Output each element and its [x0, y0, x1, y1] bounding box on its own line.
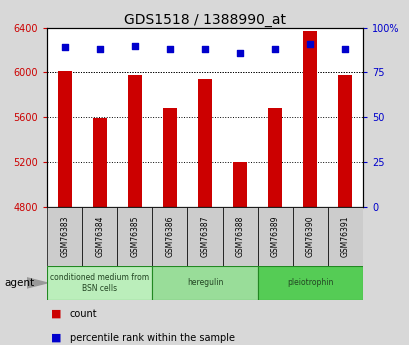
Bar [257, 266, 362, 300]
Point [236, 50, 243, 56]
Text: GSM76388: GSM76388 [235, 216, 244, 257]
Text: GSM76391: GSM76391 [340, 216, 349, 257]
Point [96, 46, 103, 52]
Bar [128, 75, 142, 207]
Text: percentile rank within the sample: percentile rank within the sample [70, 333, 234, 343]
Bar [337, 75, 351, 207]
Point [341, 46, 348, 52]
Bar [92, 118, 106, 207]
Text: ■: ■ [51, 309, 62, 319]
Text: heregulin: heregulin [187, 278, 222, 287]
Bar [303, 31, 317, 207]
Bar [162, 108, 177, 207]
Bar [82, 207, 117, 266]
Point [131, 43, 138, 48]
Text: count: count [70, 309, 97, 319]
Polygon shape [27, 278, 47, 288]
Point [201, 46, 208, 52]
Bar [198, 79, 211, 207]
Bar [267, 108, 281, 207]
Text: GSM76384: GSM76384 [95, 216, 104, 257]
Bar [152, 266, 257, 300]
Text: GSM76385: GSM76385 [130, 216, 139, 257]
Bar [47, 266, 152, 300]
Text: GSM76387: GSM76387 [200, 216, 209, 257]
Point [166, 46, 173, 52]
Bar [257, 207, 292, 266]
Bar [47, 207, 82, 266]
Bar [222, 207, 257, 266]
Bar [117, 207, 152, 266]
Point [306, 41, 313, 47]
Text: conditioned medium from
BSN cells: conditioned medium from BSN cells [50, 273, 149, 293]
Point [61, 45, 68, 50]
Bar [292, 207, 327, 266]
Text: GSM76390: GSM76390 [305, 216, 314, 257]
Bar [58, 71, 72, 207]
Text: agent: agent [4, 278, 34, 288]
Text: GSM76386: GSM76386 [165, 216, 174, 257]
Text: pleiotrophin: pleiotrophin [286, 278, 333, 287]
Text: GSM76389: GSM76389 [270, 216, 279, 257]
Bar [327, 207, 362, 266]
Bar [232, 162, 247, 207]
Text: GSM76383: GSM76383 [60, 216, 69, 257]
Point [271, 46, 278, 52]
Text: ■: ■ [51, 333, 62, 343]
Bar [152, 207, 187, 266]
Bar [187, 207, 222, 266]
Title: GDS1518 / 1388990_at: GDS1518 / 1388990_at [124, 12, 285, 27]
